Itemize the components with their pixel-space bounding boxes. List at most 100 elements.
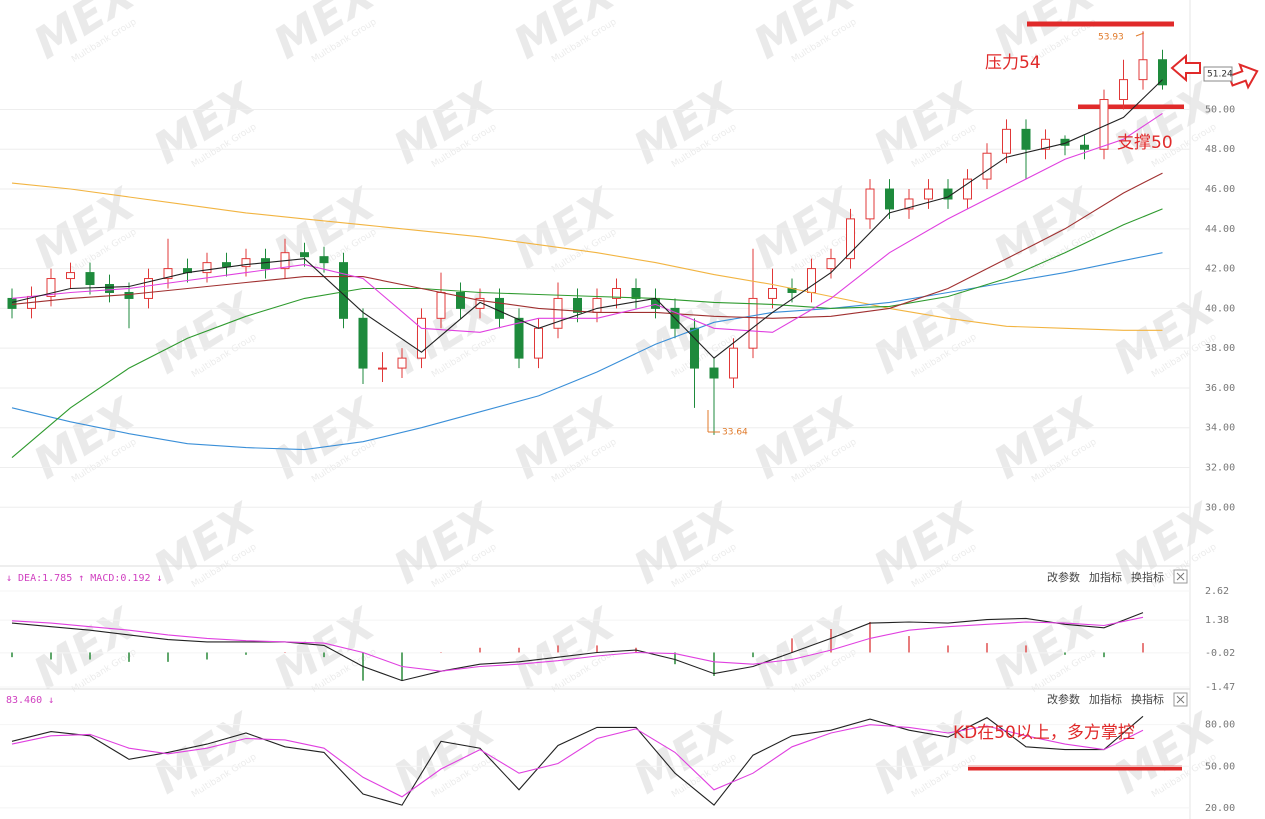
line-series xyxy=(11,715,1144,806)
candle-body xyxy=(1041,138,1050,150)
candle-body xyxy=(397,357,407,369)
macd-bar xyxy=(947,645,949,653)
annotation: 51.24 xyxy=(1207,70,1233,80)
candle-body xyxy=(651,297,660,309)
candle-body xyxy=(105,284,114,293)
macd-bar xyxy=(1142,643,1144,653)
line-series xyxy=(11,79,1163,359)
candle-body xyxy=(768,287,777,299)
arrow-icon xyxy=(1170,53,1201,83)
y-tick-label: 50.00 xyxy=(1205,761,1235,772)
macd-bar xyxy=(479,647,481,653)
macd-bar xyxy=(713,652,715,676)
panel-header: 83.460 ↓ xyxy=(6,695,54,706)
candle-body xyxy=(300,252,309,258)
toolbar-button[interactable]: 改参数 xyxy=(1047,692,1080,706)
y-tick-label: -0.02 xyxy=(1205,648,1235,659)
macd-bar xyxy=(167,652,169,662)
candle-body xyxy=(748,297,758,349)
toolbar-button[interactable]: 加指标 xyxy=(1089,692,1122,706)
candle-body xyxy=(222,262,231,268)
y-tick-label: 36.00 xyxy=(1205,383,1235,394)
macd-bar xyxy=(557,645,559,653)
candle-body xyxy=(865,188,875,220)
candle-body xyxy=(514,317,524,359)
candle-body xyxy=(163,268,173,280)
candle-body xyxy=(358,317,368,369)
line-series xyxy=(11,724,1144,798)
candle-body xyxy=(436,291,446,319)
toolbar-button[interactable]: 换指标 xyxy=(1131,570,1164,584)
candle-body xyxy=(319,256,329,264)
candle-body xyxy=(631,287,641,299)
candle-body xyxy=(573,297,582,313)
y-tick-label: 50.00 xyxy=(1205,104,1235,115)
y-tick-label: 2.62 xyxy=(1205,586,1229,597)
candle-body xyxy=(709,367,719,379)
y-tick-label: 46.00 xyxy=(1205,184,1235,195)
candle-body xyxy=(417,317,426,359)
macd-bar xyxy=(908,636,910,653)
macd-bar xyxy=(518,647,520,653)
candle-body xyxy=(1138,59,1148,81)
toolbar-button[interactable]: 加指标 xyxy=(1089,570,1122,584)
candle-body xyxy=(534,327,543,359)
y-tick-label: -1.47 xyxy=(1205,682,1235,693)
macd-bar xyxy=(752,652,754,658)
line-series xyxy=(11,182,1163,331)
candle-body xyxy=(1158,59,1167,86)
candle-body xyxy=(729,347,738,379)
macd-bar xyxy=(89,652,91,660)
toolbar-button[interactable]: 改参数 xyxy=(1047,570,1080,584)
line-series xyxy=(11,208,1163,459)
y-tick-label: 30.00 xyxy=(1205,502,1235,513)
candle-body xyxy=(241,258,251,268)
candle-body xyxy=(124,291,134,299)
macd-bar xyxy=(1103,652,1105,658)
macd-bar xyxy=(128,652,130,662)
macd-bar xyxy=(986,643,988,653)
y-tick-label: 40.00 xyxy=(1205,303,1235,314)
y-tick-label: 80.00 xyxy=(1205,720,1235,731)
candle-body xyxy=(475,297,485,309)
macd-bar xyxy=(1025,645,1027,653)
toolbar-button[interactable]: 换指标 xyxy=(1131,692,1164,706)
y-tick-label: 44.00 xyxy=(1205,224,1235,235)
candle-body xyxy=(826,258,836,270)
candle-body xyxy=(982,152,992,180)
candle-body xyxy=(885,188,894,210)
annotation: 33.64 xyxy=(722,428,748,438)
macd-bar xyxy=(50,652,52,660)
macd-bar xyxy=(206,652,208,660)
candle-body xyxy=(690,327,699,369)
candle-body xyxy=(66,272,75,280)
close-button[interactable] xyxy=(1173,692,1188,707)
candle-body xyxy=(456,291,465,309)
macd-bar xyxy=(245,652,247,655)
candle-body xyxy=(7,297,17,309)
close-button[interactable] xyxy=(1173,569,1188,584)
price-box xyxy=(1203,66,1233,82)
macd-bar xyxy=(1064,652,1066,655)
line-series xyxy=(11,612,1144,682)
annotation: 压力54 xyxy=(985,53,1041,73)
annotation: 支撑50 xyxy=(1117,133,1173,153)
candle-body xyxy=(807,268,816,293)
line-series xyxy=(11,616,1144,672)
macd-bar xyxy=(830,629,832,653)
line-series xyxy=(11,112,1163,333)
y-tick-label: 42.00 xyxy=(1205,264,1235,275)
candle-body xyxy=(339,262,348,319)
macd-bar xyxy=(869,621,871,653)
candle-body xyxy=(846,218,855,260)
line-series xyxy=(11,172,1163,319)
candle-body xyxy=(1002,128,1011,154)
macd-bar xyxy=(323,652,325,658)
candle-body xyxy=(904,198,914,210)
candle-body xyxy=(1060,138,1070,146)
macd-bar xyxy=(11,652,13,658)
macd-bar xyxy=(596,645,598,653)
candle-body xyxy=(495,297,504,319)
candle-body xyxy=(144,278,153,299)
